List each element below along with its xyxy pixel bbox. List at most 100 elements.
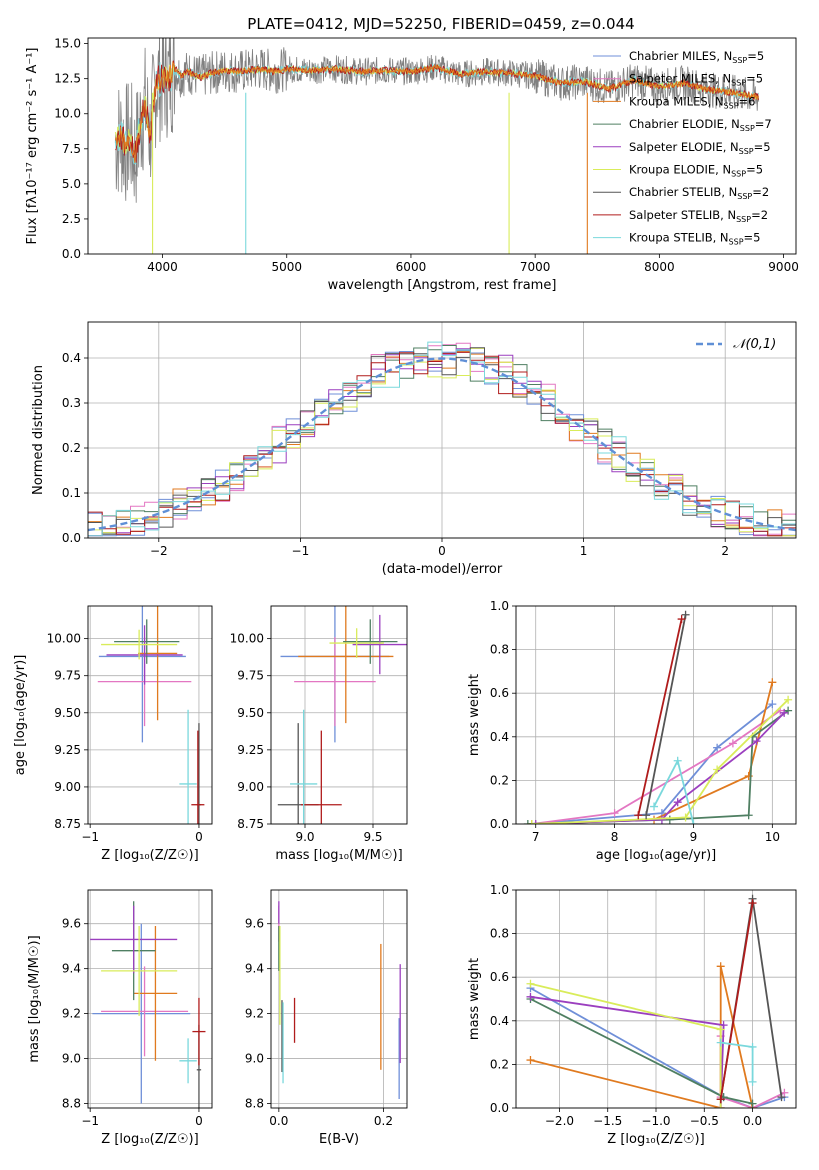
weight-marker [657,815,666,824]
weight-marker [610,809,619,818]
weight-marker [673,798,682,807]
legend-tail: =2 [752,185,769,199]
y-tick-label: 0.4 [490,730,509,744]
legend-tail: =5 [754,140,771,154]
weight-line [530,966,754,1108]
x-tick-label: 8 [611,830,619,844]
weight-line [645,614,687,816]
x-tick-label: −2 [150,544,168,558]
legend-tail: =2 [751,208,768,222]
axes-frame [87,37,797,255]
legend-subscript: SSP [731,79,746,88]
weight-marker [752,737,761,746]
y-tick-label: 0.6 [490,970,509,984]
axes-frame [87,605,213,825]
weight-marker [716,1025,725,1034]
weight-vs-age-panel: 7 8 9 10 0.0 0.2 0.4 0.6 0.8 1.0 age [log₁₀(age/yr… [467,599,797,863]
weight-marker [728,739,737,748]
legend-label: Salpeter ELODIE, NSSP=5 [629,140,771,156]
y-tick-label: 0.0 [62,531,81,545]
legend-subscript: SSP [737,192,752,201]
x-tick-label: 4000 [147,260,178,274]
weight-marker [531,820,540,824]
weight-lines [526,894,789,1108]
y-tick-label: 9.75 [237,669,264,683]
x-tick-label: −1.0 [641,1114,670,1128]
x-tick-label: 1 [580,544,588,558]
y-tick-label: 0.4 [62,351,81,365]
observed-spectrum [114,38,760,203]
y-tick-label: 0.0 [490,817,509,831]
y-tick-label: 7.5 [62,142,81,156]
age-vs-metallicity-panel: −1 0 8.75 9.00 9.25 9.50 9.75 10.00 Z [log₁₀(Z/Z… [13,605,213,863]
y-tick-label: 9.2 [62,1007,81,1021]
y-tick-label: 9.6 [245,917,264,931]
weight-marker [526,1056,535,1065]
histogram-step [88,341,796,537]
legend-subscript: SSP [732,56,747,65]
y-tick-label: 10.00 [47,632,81,646]
y-tick-label: 9.6 [62,917,81,931]
weight-line [531,703,773,824]
x-tick-label: −1 [292,544,310,558]
x-tick-label: 9 [690,830,698,844]
x-tick-label: −1 [81,1114,99,1128]
legend-tail: =5 [744,231,761,245]
x-tick-label: 9.5 [363,830,382,844]
y-tick-label: 0.3 [62,396,81,410]
legend-label: Chabrier ELODIE, NSSP=7 [629,117,772,133]
weight-line [637,618,683,816]
weight-marker [650,802,659,811]
error-bars [278,901,401,1100]
weight-marker [677,615,686,624]
weight-marker [716,962,725,971]
legend-label: Chabrier STELIB, NSSP=2 [629,185,769,201]
weight-marker [719,1021,728,1030]
y-tick-label: 2.5 [62,212,81,226]
residuals-panel: −2 −1 0 1 2 0.0 0.1 0.2 0.3 0.4 (data-model)/error… [31,321,797,577]
x-axis-label: mass [log₁₀(M/M☉)] [275,848,402,863]
weight-marker [716,1095,725,1104]
weight-marker [768,678,777,687]
x-tick-label: −1 [81,830,99,844]
y-tick-label: 5.0 [62,177,81,191]
y-tick-label: 8.75 [237,817,264,831]
error-bars [97,606,205,824]
legend-label: 𝒩(0,1) [733,337,776,352]
x-tick-label: 9.0 [295,830,314,844]
weight-marker [526,979,535,988]
weight-marker [784,695,793,704]
weight-marker [780,708,789,717]
y-tick-label: 0.1 [62,486,81,500]
x-tick-label: 0.0 [269,1114,288,1128]
y-axis-label: mass [log₁₀(M/M☉)] [27,935,42,1062]
y-tick-label: 1.0 [490,599,509,613]
figure-title: PLATE=0412, MJD=52250, FIBERID=0459, z=0… [247,15,634,33]
weight-marker [748,1099,757,1108]
y-tick-label: 0.2 [490,1057,509,1071]
weight-marker [681,813,690,822]
x-axis-label: Z [log₁₀(Z/Z☉)] [101,1132,198,1147]
legend-label: Kroupa ELODIE, NSSP=5 [629,163,763,179]
x-tick-label: 0 [438,544,446,558]
x-tick-label: 8000 [644,260,675,274]
y-tick-label: 8.8 [245,1097,264,1111]
legend-subscript: SSP [724,101,739,110]
x-tick-label: 10 [765,830,780,844]
weight-line [535,712,785,824]
legend-tail: =5 [747,49,764,63]
y-tick-label: 9.50 [54,706,81,720]
spectrum-lines [114,38,760,254]
y-axis-label: mass weight [467,958,482,1040]
gaussian-curve [88,357,796,532]
axes-frame [270,889,408,1109]
weight-line [530,987,785,1108]
y-axis-label: mass weight [467,674,482,756]
weight-marker [642,811,651,820]
legend-subscript: SSP [740,124,755,133]
weight-marker [716,1038,725,1047]
x-tick-label: 0 [195,1114,203,1128]
weight-line [719,898,783,1100]
legend-tail: =7 [755,117,772,131]
x-tick-label: 9000 [768,260,799,274]
